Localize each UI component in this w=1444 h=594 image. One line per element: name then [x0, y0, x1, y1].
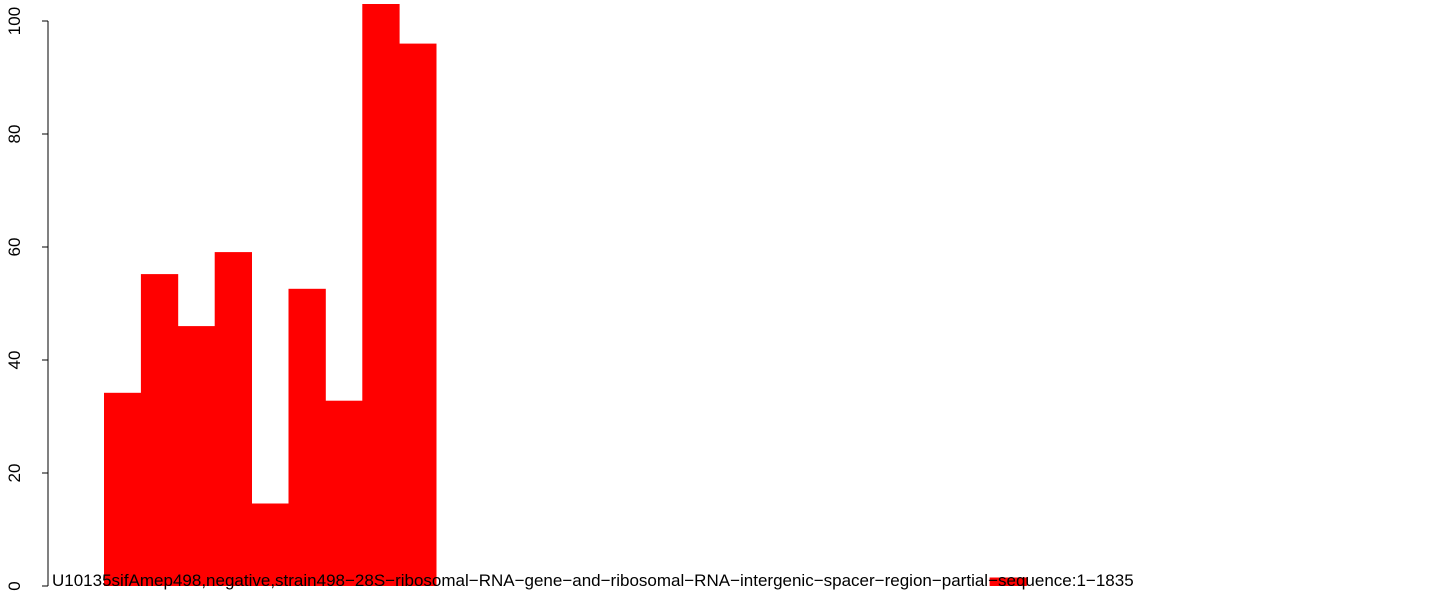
bar — [989, 577, 1027, 586]
y-tick-label: 20 — [5, 464, 24, 483]
y-tick-label: 60 — [5, 238, 24, 257]
y-tick-label: 80 — [5, 125, 24, 144]
y-axis: 0 20 40 60 80 100 — [5, 7, 49, 591]
bars-group — [104, 4, 1027, 587]
sequence-label: U10135sifAmep498,negative,strain498−28S−… — [52, 571, 1134, 590]
bar — [214, 252, 252, 586]
bar — [104, 392, 142, 586]
bar — [399, 43, 437, 587]
y-tick-label: 100 — [5, 7, 24, 35]
bar — [288, 288, 326, 586]
bar — [325, 400, 363, 586]
y-tick-label: 0 — [5, 581, 24, 590]
bar — [140, 274, 179, 586]
y-tick-label: 40 — [5, 351, 24, 370]
bar — [177, 326, 216, 586]
bar — [251, 503, 289, 586]
bar — [362, 4, 400, 586]
